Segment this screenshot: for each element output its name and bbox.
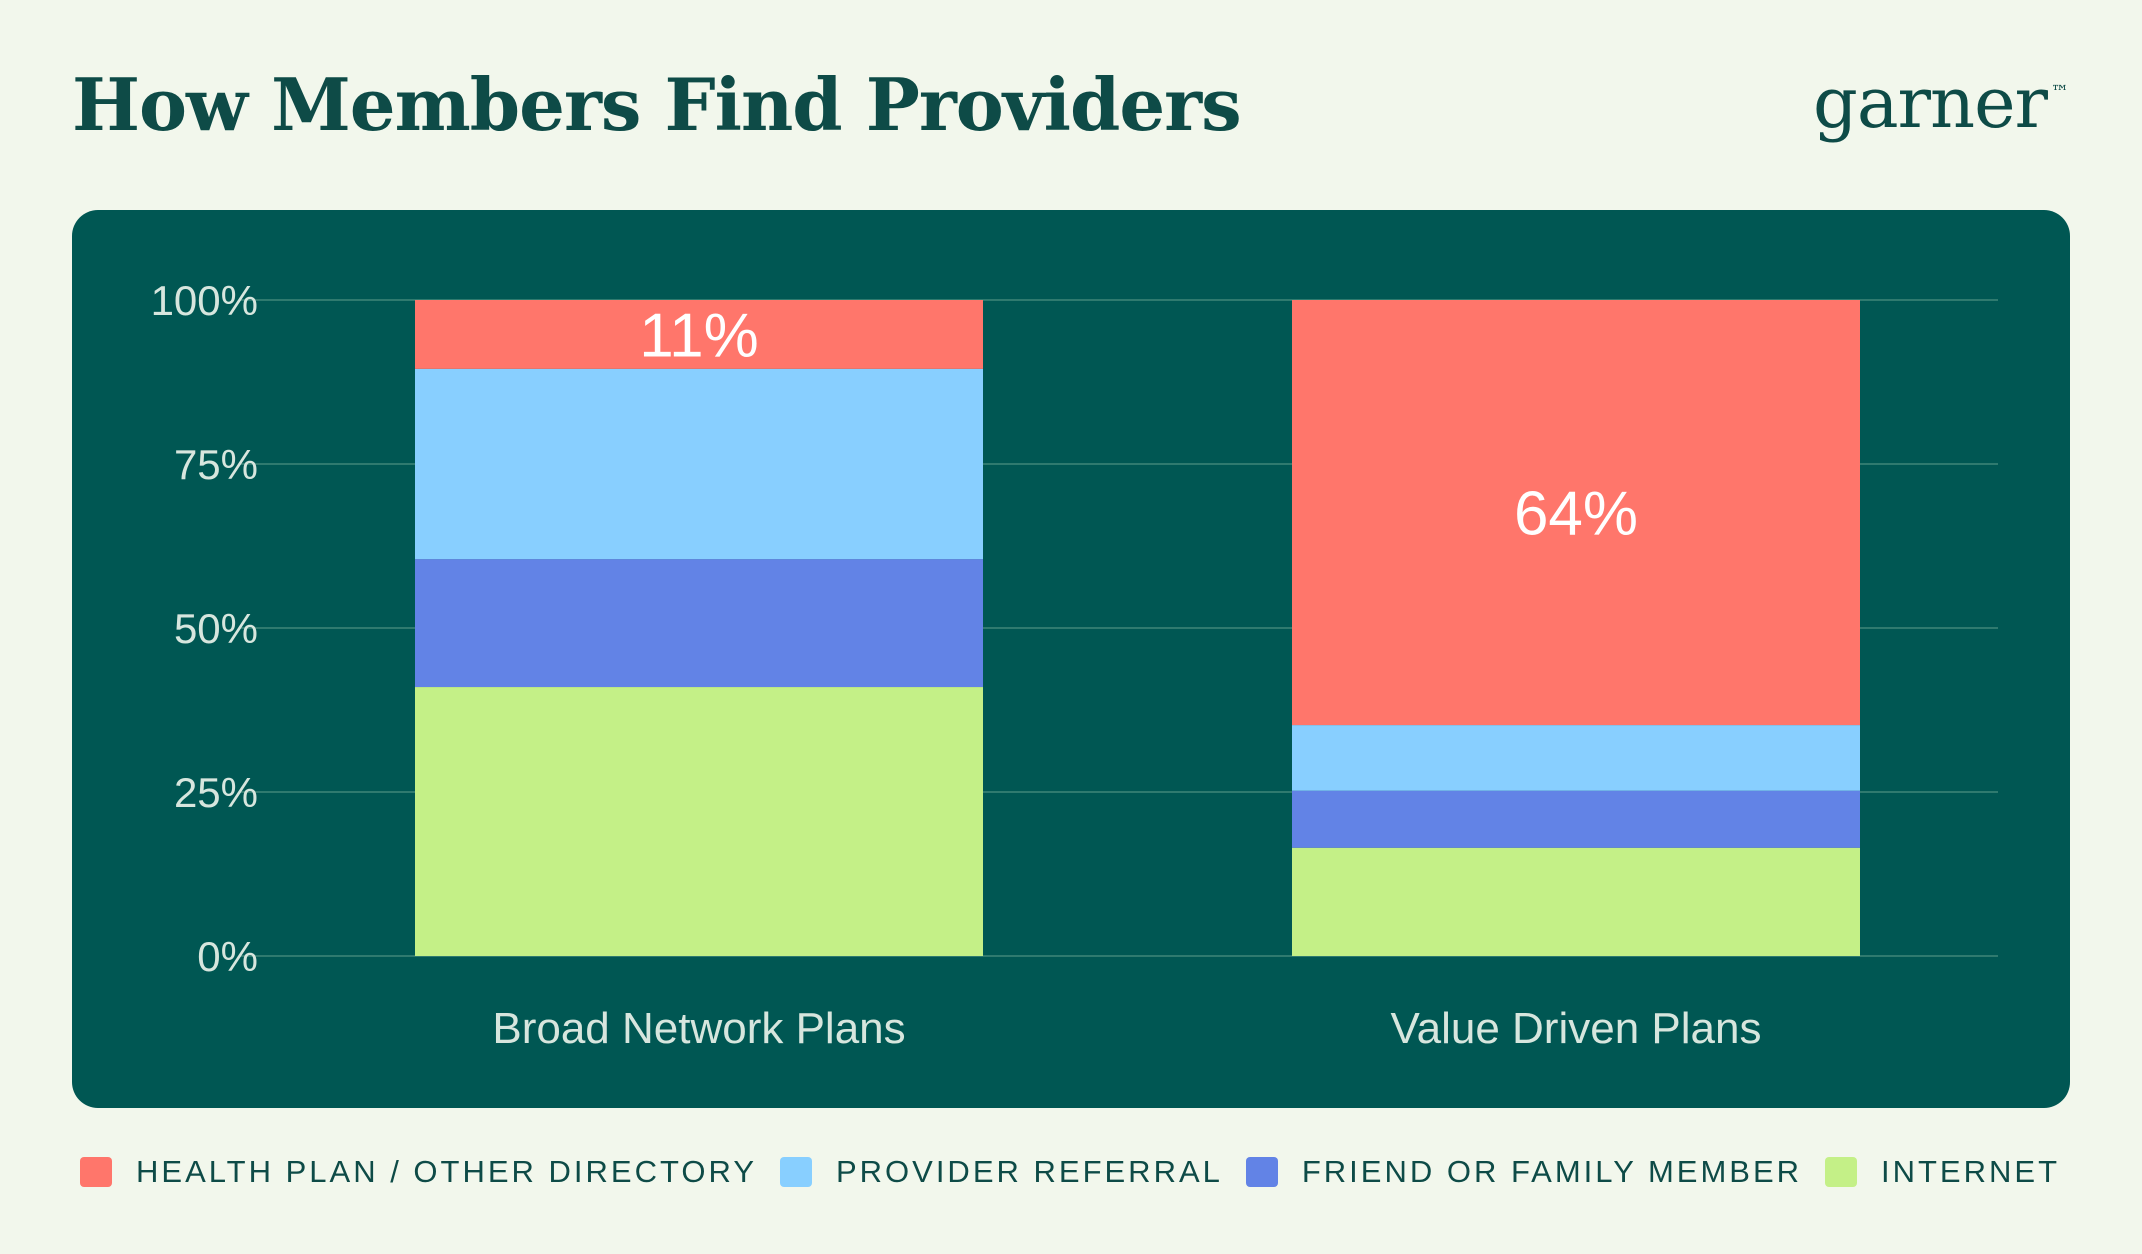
y-tick-label: 100% — [151, 277, 258, 324]
legend-label: FRIEND OR FAMILY MEMBER — [1301, 1154, 1803, 1189]
y-tick-label: 0% — [197, 933, 258, 980]
garner-logo: garner ™ — [1813, 62, 2069, 144]
bar-segment-internet — [415, 687, 983, 956]
y-tick-label: 25% — [174, 769, 258, 816]
x-category-label: Broad Network Plans — [492, 1004, 905, 1053]
logo-text: garner — [1813, 62, 2048, 144]
trademark-symbol: ™ — [2051, 82, 2069, 103]
bar-segment-provider-referral — [415, 368, 983, 560]
legend-label: HEALTH PLAN / OTHER DIRECTORY — [136, 1154, 757, 1189]
data-label: 64% — [1514, 480, 1638, 549]
legend-swatch — [779, 1157, 812, 1187]
legend: HEALTH PLAN / OTHER DIRECTORY PROVIDER R… — [80, 1152, 2060, 1192]
y-tick-label: 50% — [174, 605, 258, 652]
legend-item-internet: INTERNET — [1825, 1154, 2060, 1190]
bar-segment-provider-referral — [1292, 725, 1860, 791]
legend-swatch — [1825, 1157, 1857, 1187]
legend-item-health-plan: HEALTH PLAN / OTHER DIRECTORY — [80, 1154, 757, 1190]
legend-label: PROVIDER REFERRAL — [835, 1154, 1223, 1189]
legend-swatch — [80, 1157, 112, 1187]
stacked-bar-chart: 0% 25% 50% 75% 100% Broad Network Plans Value … — [151, 277, 1998, 1053]
bar-segment-friend-or-family-member — [415, 559, 983, 688]
legend-item-friend-family: FRIEND OR FAMILY MEMBER — [1245, 1154, 1803, 1190]
bar-segment-health-plan-other-directory — [415, 300, 983, 369]
legend-item-provider-referral: PROVIDER REFERRAL — [779, 1154, 1223, 1190]
bar-segment-health-plan-other-directory — [1292, 300, 1860, 726]
data-label: 11% — [639, 301, 759, 370]
bar-segment-internet — [1292, 847, 1860, 956]
chart-title: How Members Find Providers — [72, 62, 1242, 147]
y-tick-label: 75% — [174, 441, 258, 488]
x-category-label: Value Driven Plans — [1391, 1004, 1762, 1053]
legend-swatch — [1245, 1157, 1278, 1187]
bar-segment-friend-or-family-member — [1292, 790, 1860, 848]
legend-label: INTERNET — [1881, 1154, 2060, 1189]
chart-panel: 0% 25% 50% 75% 100% Broad Network Plans Value … — [72, 210, 2070, 1108]
